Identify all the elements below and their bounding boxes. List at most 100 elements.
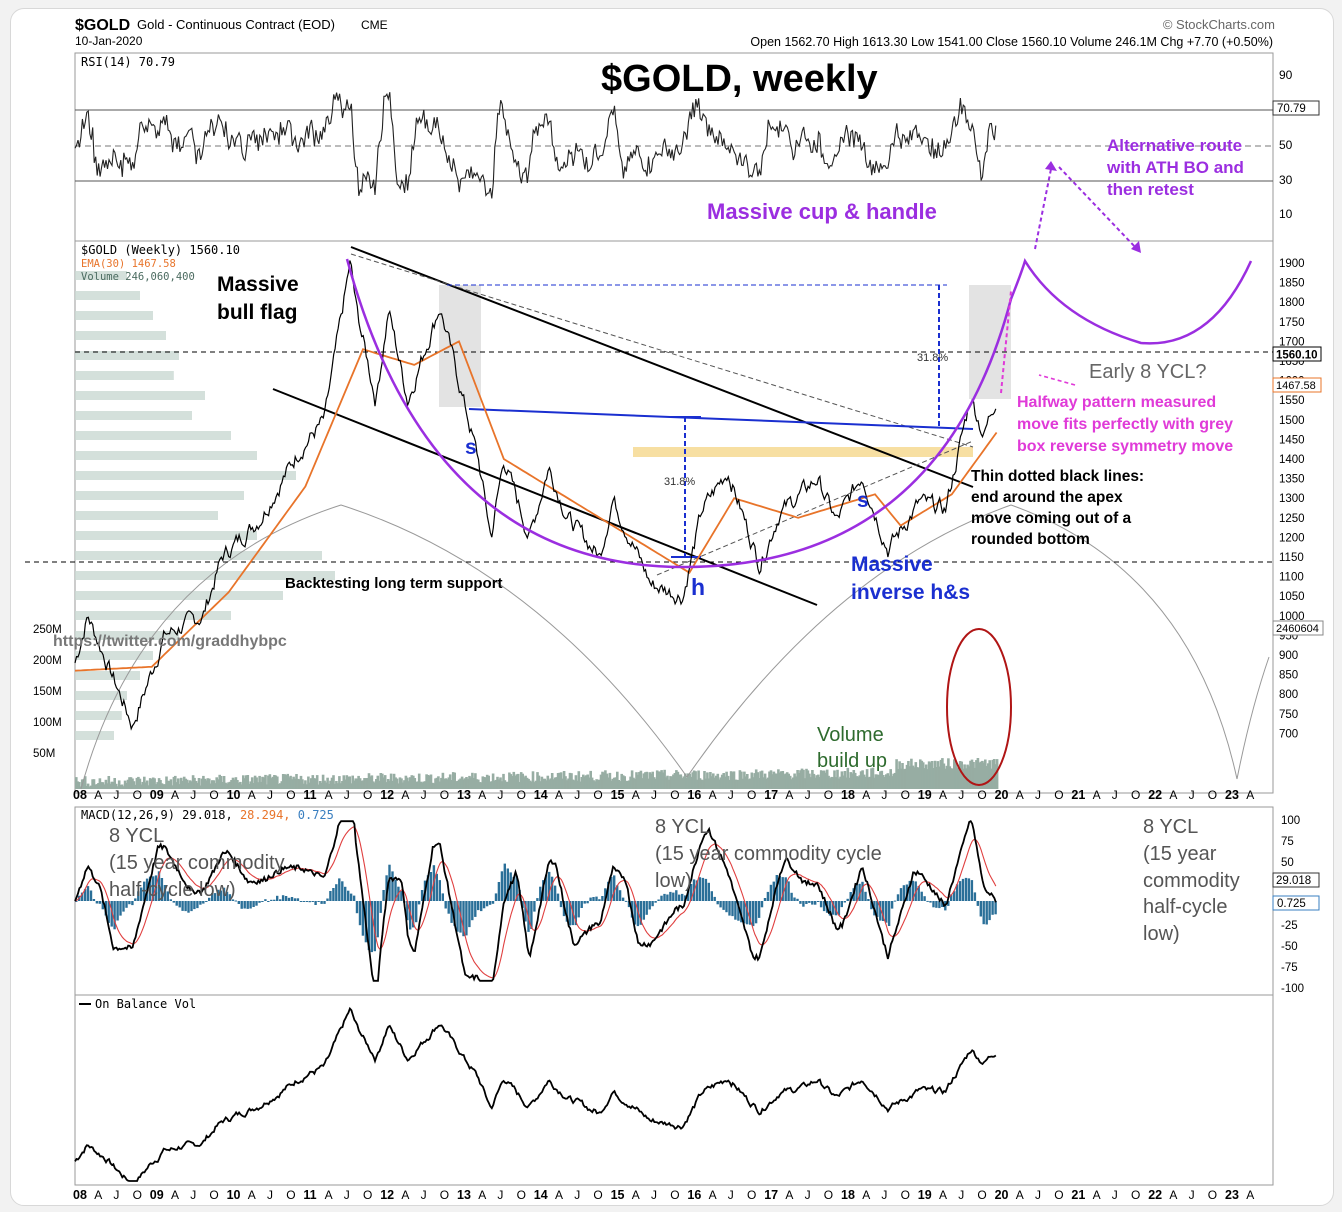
volume-bar: [313, 778, 316, 789]
price-tick: 1200: [1279, 532, 1305, 544]
volume-bar: [425, 774, 428, 789]
macd-hist-bar: [941, 901, 944, 907]
volume-bar: [249, 781, 252, 789]
volume-bar: [315, 775, 319, 789]
volume-bar: [855, 776, 858, 789]
volume-bar: [113, 778, 116, 789]
volume-bar: [386, 779, 390, 789]
x-tick: O: [133, 788, 142, 802]
macd-hist-bar: [163, 885, 167, 901]
volume-bar: [148, 778, 152, 789]
volume-bar: [632, 777, 635, 789]
volume-bar: [616, 771, 619, 789]
volume-bar: [947, 758, 950, 789]
volume-bar: [277, 783, 281, 789]
volume-bar: [542, 778, 545, 789]
volume-bar: [100, 782, 103, 789]
measured-move-arrow: [1000, 290, 1012, 394]
macd-hist-bar: [799, 901, 802, 904]
macd-hist-bar: [870, 901, 873, 910]
x-tick: O: [1131, 1188, 1140, 1202]
volume-bar: [144, 782, 148, 789]
volume-bar: [314, 778, 317, 789]
volume-bar: [601, 771, 604, 789]
macd-hist-bar: [796, 898, 799, 901]
volume-bar: [644, 772, 647, 789]
macd-hist-bar: [754, 901, 758, 924]
macd-hist-bar: [879, 901, 882, 921]
twitter-handle[interactable]: https://twitter.com/graddhybpc: [53, 633, 287, 650]
volume-bar: [443, 779, 446, 789]
volume-bar: [168, 781, 171, 789]
volume-bar: [926, 769, 929, 789]
volume-bar: [744, 776, 748, 789]
volume-bar: [725, 771, 728, 789]
x-tick: O: [440, 1188, 449, 1202]
macd-hist-bar: [657, 899, 660, 901]
volume-bar: [805, 768, 808, 789]
x-tick: A: [248, 1188, 256, 1202]
x-tick: J: [190, 1188, 196, 1202]
macd-hist-bar: [926, 900, 929, 902]
volume-bar: [324, 782, 328, 789]
macd-hist-bar: [530, 901, 533, 929]
volume-bar: [944, 768, 947, 789]
volume-bar: [771, 774, 774, 789]
macd-hist-bar: [500, 871, 504, 901]
macd-hist-bar: [651, 901, 654, 907]
macd-hist-bar: [143, 881, 146, 901]
x-tick: A: [939, 788, 947, 802]
macd-hist-bar: [196, 901, 199, 909]
volume-bar: [432, 783, 436, 789]
volume-bar: [270, 778, 273, 789]
volume-profile-bar: [75, 691, 127, 700]
volume-bar: [163, 784, 167, 789]
macd-hist-bar: [642, 901, 645, 920]
volume-bar: [655, 770, 659, 789]
x-tick: O: [901, 1188, 910, 1202]
volume-bar: [867, 777, 870, 789]
macd-hist-bar: [429, 872, 433, 901]
volume-bar: [259, 781, 263, 789]
volume-bar: [883, 777, 887, 789]
fib-label-left: 31.8%: [664, 476, 695, 488]
x-tick: J: [1035, 1188, 1041, 1202]
volume-bar: [75, 777, 78, 789]
volume-bar: [593, 781, 597, 789]
volume-bar: [397, 783, 400, 789]
volume-bar: [849, 772, 853, 789]
volume-bar: [252, 783, 255, 789]
volume-bar: [933, 760, 937, 789]
volume-profile-bar: [75, 331, 166, 340]
macd-hist-bar: [982, 901, 985, 925]
volume-bar: [890, 776, 894, 789]
volume-bar: [106, 783, 109, 789]
macd-hist-bar: [190, 901, 193, 912]
macd-hist-bar: [669, 891, 672, 901]
volume-bar: [913, 767, 916, 789]
x-tick: 22: [1148, 788, 1162, 802]
macd-hist-bar: [979, 901, 982, 917]
volume-bar: [283, 774, 286, 789]
volume-bar: [284, 775, 288, 789]
volume-bar: [700, 779, 703, 789]
volume-badge: 2460604: [1276, 623, 1319, 635]
volume-bar: [366, 778, 369, 789]
volume-bar: [426, 775, 430, 789]
rsi-tick: 10: [1279, 207, 1293, 221]
volume-bar: [694, 771, 697, 789]
volume-bar: [802, 769, 805, 789]
volume-bar: [450, 780, 453, 789]
macd-hist-bar: [320, 901, 323, 904]
volume-bar: [454, 781, 458, 789]
volume-bar: [114, 783, 118, 789]
x-tick: 19: [918, 1188, 932, 1202]
volume-bar: [358, 778, 362, 789]
volume-bar: [233, 779, 236, 789]
x-tick: J: [1189, 1188, 1195, 1202]
volume-bar: [824, 772, 827, 789]
macd-hist-bar: [308, 901, 311, 903]
volume-bar: [766, 777, 770, 789]
volume-bar: [908, 766, 912, 789]
volume-bar: [515, 774, 519, 789]
